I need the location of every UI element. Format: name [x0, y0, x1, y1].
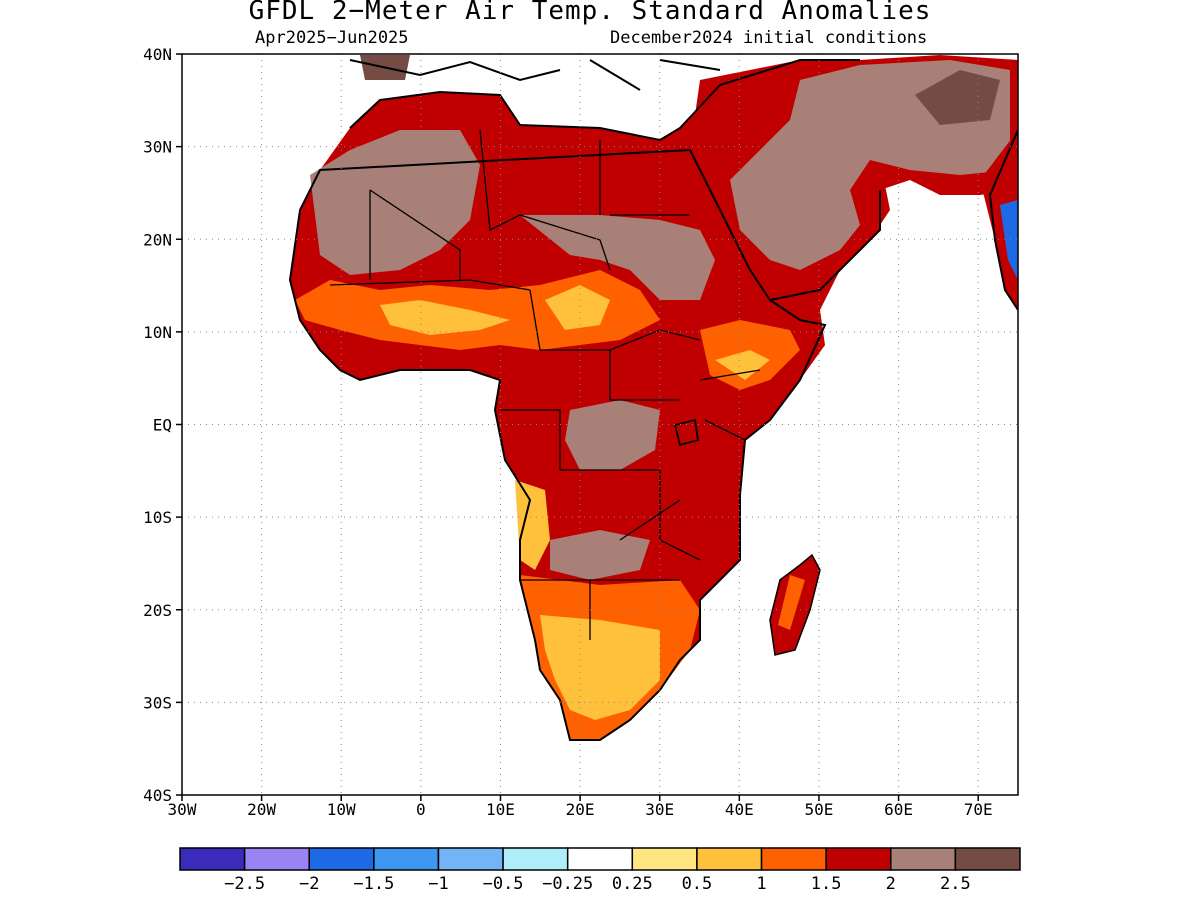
colorbar-swatch — [825, 847, 892, 871]
arabia-darkbrown-patch — [915, 70, 1000, 125]
india-coastline — [988, 129, 1018, 311]
lon-tick-label: 30W — [168, 800, 197, 819]
colorbar-label: 0.5 — [682, 874, 713, 894]
sahara-brown-region — [310, 130, 480, 275]
colorbar-swatch — [437, 847, 504, 871]
graticule — [182, 54, 1018, 795]
colorbar-label: −0.5 — [483, 874, 524, 894]
colorbar-swatch — [566, 847, 634, 871]
colorbar-label: 2.5 — [940, 874, 971, 894]
lon-tick-label: 10E — [486, 800, 515, 819]
lon-tick-label: 30E — [645, 800, 674, 819]
lon-tick-label: 20W — [247, 800, 276, 819]
lon-tick-label: 60E — [884, 800, 913, 819]
zambia-brown-region — [550, 530, 650, 580]
lat-tick-label: 20N — [143, 230, 172, 249]
colorbar-swatch — [890, 847, 957, 871]
europe-coastline — [349, 59, 721, 91]
map-area — [182, 54, 1018, 795]
colorbar-label: −1 — [428, 874, 448, 894]
lon-tick-label: 70E — [964, 800, 993, 819]
colorbar-label: 1 — [756, 874, 766, 894]
colorbar-label: 2 — [886, 874, 896, 894]
initial-conditions: December2024 initial conditions — [610, 28, 928, 48]
arabia-coastline — [719, 59, 881, 301]
madagascar-orange — [778, 575, 805, 630]
colorbar-swatch — [373, 847, 440, 871]
lon-tick-label: 20E — [566, 800, 595, 819]
colorbar-label: −2 — [299, 874, 319, 894]
colorbar-label: −2.5 — [224, 874, 265, 894]
colorbar-label: 1.5 — [811, 874, 842, 894]
india-west-coast — [980, 130, 1018, 310]
colorbar-label: −1.5 — [353, 874, 394, 894]
lon-tick-label: 50E — [804, 800, 833, 819]
lat-tick-label: 30N — [143, 138, 172, 157]
southern-africa-yellow — [540, 615, 660, 720]
axis-ticks — [176, 53, 979, 801]
lon-tick-label: 0 — [416, 800, 426, 819]
lat-tick-label: 40N — [143, 45, 172, 64]
horn-yellow-patch — [715, 350, 770, 380]
colorbar-swatch — [243, 847, 310, 871]
colorbar-swatch — [308, 847, 375, 871]
colorbar-label: −0.25 — [542, 874, 593, 894]
lake-victoria — [673, 418, 700, 447]
colorbar: −2.5 −2 −1.5 −1 −0.5 −0.25 0.25 0.5 1 1.5 2 2.5 — [179, 847, 1021, 894]
central-sahara-brown — [520, 215, 715, 300]
axis-labels: 30W 20W 10W 0 10E 20E 30E 40E 50E 60E 70E 40N 30N 20N… — [143, 45, 993, 819]
angola-yellow-coast — [515, 480, 550, 570]
africa-coastline — [288, 84, 827, 741]
lat-tick-label: EQ — [153, 416, 172, 435]
colorbar-swatch — [502, 847, 569, 871]
sudan-yellow-patch — [545, 285, 610, 330]
colorbar-swatch — [631, 847, 698, 871]
coastlines — [288, 59, 1018, 741]
map-title: GFDL 2−Meter Air Temp. Standard Anomalie… — [248, 0, 932, 26]
congo-brown-region — [565, 400, 660, 470]
lat-tick-label: 40S — [143, 786, 172, 805]
lon-tick-label: 10W — [327, 800, 356, 819]
colorbar-swatch — [179, 847, 246, 871]
lat-tick-label: 20S — [143, 601, 172, 620]
lat-tick-label: 30S — [143, 693, 172, 712]
colorbar-swatch — [696, 847, 763, 871]
india-blue-patch — [1000, 200, 1018, 280]
forecast-period: Apr2025−Jun2025 — [255, 28, 409, 48]
sahel-yellow-band — [380, 300, 510, 335]
colorbar-swatch — [760, 847, 827, 871]
lon-tick-label: 40E — [725, 800, 754, 819]
lat-tick-label: 10N — [143, 323, 172, 342]
colorbar-label: 0.25 — [612, 874, 653, 894]
colorbar-swatch — [954, 847, 1021, 871]
anomaly-shading — [290, 55, 1018, 740]
lat-tick-label: 10S — [143, 508, 172, 527]
